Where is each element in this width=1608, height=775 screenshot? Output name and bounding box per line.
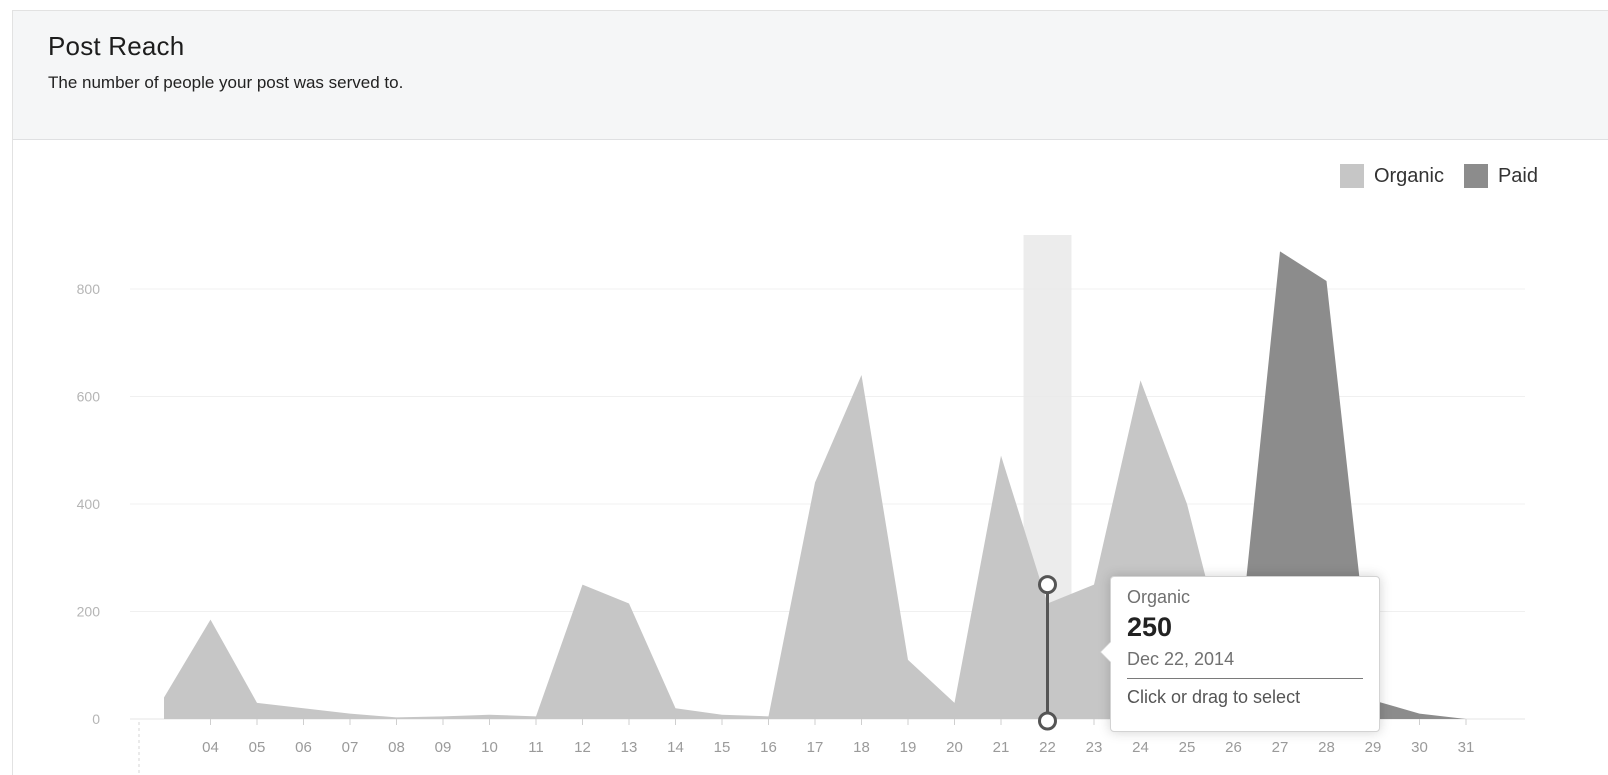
data-tooltip: Organic 250 Dec 22, 2014 Click or drag t… <box>1100 576 1380 732</box>
y-tick-label: 600 <box>77 389 101 405</box>
x-tick-label: 14 <box>667 739 684 756</box>
y-tick-label: 800 <box>77 281 101 297</box>
x-tick-label: 09 <box>435 739 452 756</box>
y-tick-label: 0 <box>92 711 100 727</box>
legend-swatch-organic <box>1339 164 1364 188</box>
x-tick-label: 21 <box>993 739 1010 756</box>
panel-header: Post Reach The number of people your pos… <box>13 11 1608 140</box>
x-tick-label: 15 <box>714 739 731 756</box>
marker-point-base[interactable] <box>1038 711 1057 731</box>
hover-marker <box>1038 575 1057 731</box>
tooltip-hint: Click or drag to select <box>1127 687 1301 707</box>
x-tick-label: 04 <box>202 739 219 756</box>
x-tick-label: 27 <box>1272 739 1289 756</box>
x-tick-label: 06 <box>295 739 312 756</box>
x-tick-label: 16 <box>760 739 777 756</box>
legend: Organic Paid <box>1330 164 1538 188</box>
y-axis-ticks: 0 200 400 600 800 <box>77 281 101 727</box>
x-tick-label: 18 <box>853 739 870 756</box>
marker-point-top[interactable] <box>1038 575 1057 595</box>
legend-item-paid[interactable]: Paid <box>1463 164 1538 188</box>
panel-title: Post Reach <box>48 31 185 61</box>
x-tick-label: 07 <box>342 739 359 756</box>
x-tick-label: 05 <box>249 739 266 756</box>
y-tick-label: 200 <box>77 604 101 620</box>
legend-item-organic[interactable]: Organic <box>1339 164 1444 188</box>
x-tick-label: 17 <box>807 739 824 756</box>
x-tick-label: 28 <box>1318 739 1335 756</box>
x-tick-label: 30 <box>1411 739 1428 756</box>
legend-label-paid: Paid <box>1497 164 1538 187</box>
legend-swatch-paid <box>1463 164 1488 188</box>
x-tick-label: 11 <box>528 739 544 756</box>
x-tick-label: 31 <box>1458 739 1475 756</box>
x-tick-label: 24 <box>1132 739 1149 756</box>
legend-label-organic: Organic <box>1373 164 1444 187</box>
tooltip-value: 250 <box>1127 612 1173 642</box>
y-tick-label: 400 <box>77 496 101 512</box>
x-tick-label: 26 <box>1225 739 1242 756</box>
x-tick-label: 13 <box>621 739 638 756</box>
x-tick-label: 20 <box>946 739 963 756</box>
tooltip-series: Organic <box>1127 587 1191 607</box>
tooltip-date: Dec 22, 2014 <box>1127 649 1363 679</box>
x-tick-label: 08 <box>388 739 405 756</box>
x-tick-label: 12 <box>574 739 591 756</box>
x-tick-label: 19 <box>900 739 917 756</box>
x-axis-ticks: 04 05 06 07 08 09 10 11 12 13 14 15 16 17 18 19 20 21 22 23… <box>202 719 1474 756</box>
panel-subtitle: The number of people your post was serve… <box>48 73 404 92</box>
x-tick-label: 22 <box>1039 739 1056 756</box>
x-tick-label: 29 <box>1365 739 1382 756</box>
x-tick-label: 23 <box>1086 739 1103 756</box>
x-tick-label: 25 <box>1179 739 1196 756</box>
x-tick-label: 10 <box>481 739 498 756</box>
